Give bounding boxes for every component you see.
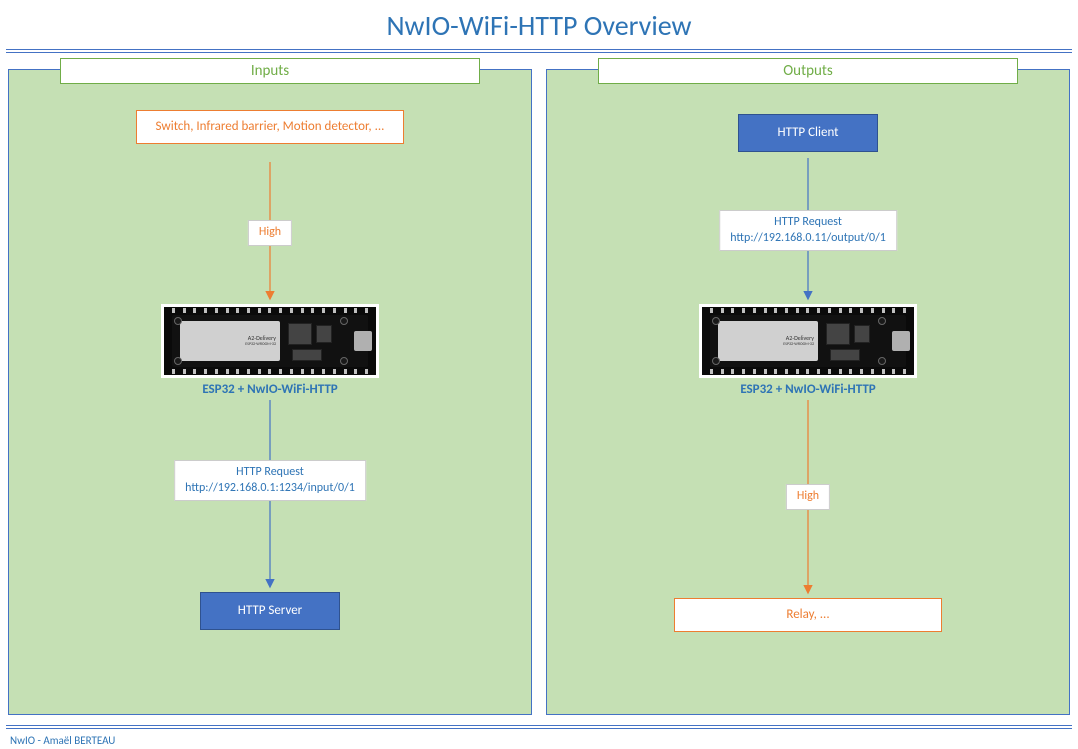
inputs-arrow-high-label: High — [248, 220, 292, 246]
outputs-esp-block: A2-DeliveryESP32-WROOM-32 ESP32 + NwIO-W… — [699, 304, 917, 398]
chip-brand: A2-Delivery — [248, 335, 276, 343]
outputs-arrow-request-label: HTTP Request http://192.168.0.11/output/… — [719, 210, 897, 251]
inputs-request-url: http://192.168.0.1:1234/input/0/1 — [185, 481, 355, 495]
title-rule — [6, 49, 1072, 53]
panel-inputs-title: Inputs — [60, 58, 480, 84]
inputs-request-title: HTTP Request — [236, 465, 304, 479]
footer-text: NwIO - Amaël BERTEAU — [10, 734, 115, 747]
esp32-board-icon: A2-DeliveryESP32-WROOM-32 — [699, 304, 917, 378]
panels-row: Inputs Switch, Infrared barrier, Motion … — [0, 57, 1078, 715]
chip-model: ESP32-WROOM-32 — [783, 342, 814, 347]
outputs-request-title: HTTP Request — [774, 215, 842, 229]
outputs-esp-caption: ESP32 + NwIO-WiFi-HTTP — [740, 382, 875, 398]
chip-model: ESP32-WROOM-32 — [245, 342, 276, 347]
inputs-arrow-request-label: HTTP Request http://192.168.0.1:1234/inp… — [174, 460, 366, 501]
panel-inputs: Inputs Switch, Infrared barrier, Motion … — [8, 69, 532, 715]
chip-brand: A2-Delivery — [786, 335, 814, 343]
page-title: NwIO-WiFi-HTTP Overview — [0, 0, 1078, 45]
inputs-esp-block: A2-DeliveryESP32-WROOM-32 ESP32 + NwIO-W… — [161, 304, 379, 398]
outputs-relay-box: Relay, ... — [674, 598, 942, 632]
inputs-esp-caption: ESP32 + NwIO-WiFi-HTTP — [202, 382, 337, 398]
inputs-source-box: Switch, Infrared barrier, Motion detecto… — [136, 110, 404, 144]
panel-outputs: Outputs HTTP Client HTTP Request http://… — [546, 69, 1070, 715]
outputs-request-url: http://192.168.0.11/output/0/1 — [730, 231, 886, 245]
footer-rule — [6, 725, 1072, 729]
outputs-http-client-box: HTTP Client — [738, 114, 878, 152]
outputs-arrow-high-label: High — [786, 484, 830, 510]
panel-outputs-title: Outputs — [598, 58, 1018, 84]
inputs-http-server-box: HTTP Server — [200, 592, 340, 630]
esp32-board-icon: A2-DeliveryESP32-WROOM-32 — [161, 304, 379, 378]
